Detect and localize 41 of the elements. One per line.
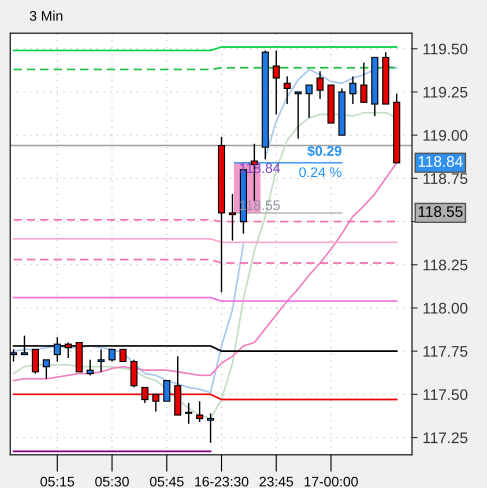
candlestick [306,84,313,119]
annotation: 0.24 % [299,167,342,178]
line-series [12,162,398,382]
y-tick-label: 119.25 [424,86,468,98]
y-tick-label: 119.00 [424,130,468,141]
candlestick [163,380,170,402]
candlestick [228,193,236,242]
x-tick-label: 05:15 [40,476,74,487]
y-tick-label: 118.25 [424,260,468,270]
candlestick [349,76,356,105]
y-tick-label: 117.25 [424,432,468,444]
candlestick [316,70,324,100]
ref-line-label: 118.55 [240,200,280,210]
x-tick-label: 23:45 [260,476,294,487]
candlestick [272,50,280,116]
x-tick-label: 17-00:00 [304,476,358,487]
candlestick [108,348,116,362]
x-tick-label: 05:45 [150,476,184,487]
candlestick [196,400,204,423]
candlestick [32,348,39,374]
annotation: $0.29 [307,145,342,157]
candlestick [284,76,291,105]
candlestick [119,348,127,362]
y-tick-label: 118.75 [424,173,468,184]
text: 118.84 [418,156,463,167]
candlestick [360,62,368,103]
x-tick-label: 05:30 [95,476,129,487]
candlestick [294,91,302,140]
candlestick [207,412,214,444]
ref-line-label: 118.84 [240,163,280,173]
text: 118.55 [418,206,463,217]
candlestick [185,402,192,424]
candlestick [42,359,50,380]
chart-title: 3 Min [30,10,62,21]
x-tick-label: 16-23:30 [195,476,248,487]
y-tick-label: 117.50 [424,389,468,400]
candlestick [98,348,105,373]
y-tick-label: 118.00 [424,302,468,314]
candlestick [86,359,94,376]
y-tick-label: 119.50 [424,44,468,54]
y-tick-label: 117.75 [424,346,468,357]
